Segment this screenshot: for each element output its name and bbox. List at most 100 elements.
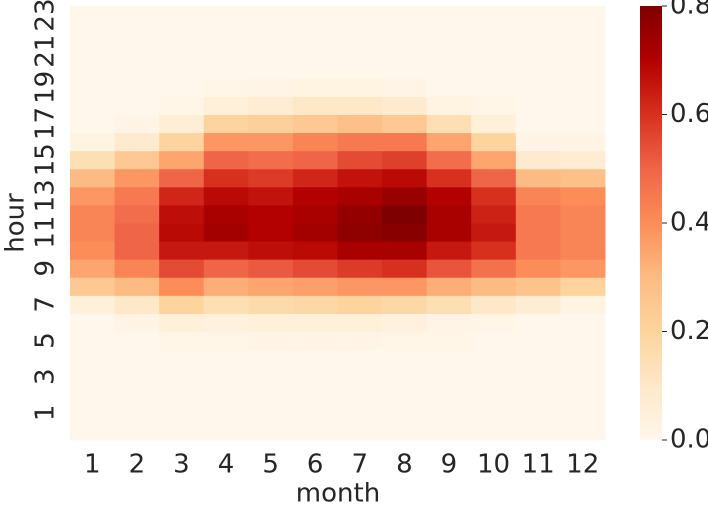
- heatmap-cell: [471, 42, 517, 61]
- heatmap-cell: [159, 42, 205, 61]
- y-tick-label: 17: [31, 107, 61, 140]
- heatmap-cell: [292, 223, 338, 242]
- heatmap-cell: [203, 295, 249, 314]
- x-tick-label: 4: [218, 450, 235, 480]
- heatmap-cell: [382, 277, 428, 296]
- heatmap-cell: [114, 6, 160, 25]
- heatmap-cell: [515, 367, 561, 387]
- colorbar-tick-label: 0.6: [670, 99, 708, 129]
- heatmap-cell: [114, 421, 160, 441]
- heatmap-cell: [248, 6, 294, 25]
- heatmap-cell: [114, 313, 160, 332]
- heatmap-cell: [203, 132, 249, 152]
- heatmap-cell: [382, 331, 428, 351]
- heatmap-cell: [560, 6, 606, 25]
- heatmap-cell: [426, 42, 472, 61]
- heatmap-cell: [515, 295, 561, 314]
- heatmap-cell: [292, 403, 338, 423]
- heatmap-cell: [70, 150, 116, 170]
- heatmap-cell: [248, 96, 294, 115]
- heatmap-cell: [337, 331, 383, 351]
- heatmap-cell: [426, 204, 472, 224]
- heatmap-cell: [382, 186, 428, 206]
- heatmap-cell: [70, 24, 116, 43]
- y-tick-label: 21: [31, 35, 61, 68]
- heatmap-cell: [426, 277, 472, 296]
- heatmap-cell: [471, 204, 517, 224]
- heatmap-cell: [292, 277, 338, 296]
- heatmap-cell: [248, 223, 294, 242]
- heatmap-cell: [203, 331, 249, 351]
- heatmap-cell: [114, 295, 160, 314]
- heatmap-cell: [560, 24, 606, 43]
- heatmap-cell: [382, 204, 428, 224]
- heatmap-cell: [70, 277, 116, 296]
- heatmap-cell: [248, 241, 294, 260]
- heatmap-cell: [426, 241, 472, 260]
- heatmap-cell: [560, 132, 606, 152]
- heatmap-cell: [159, 132, 205, 152]
- heatmap-cell: [515, 259, 561, 278]
- heatmap-cell: [159, 114, 205, 134]
- heatmap-cell: [471, 223, 517, 242]
- heatmap-cell: [382, 295, 428, 314]
- heatmap-cell: [515, 132, 561, 152]
- heatmap-cell: [471, 114, 517, 134]
- heatmap-cell: [248, 313, 294, 332]
- heatmap-cell: [159, 349, 205, 369]
- heatmap-cell: [114, 96, 160, 115]
- heatmap-cell: [114, 385, 160, 405]
- colorbar-tick-label: 0.2: [670, 316, 708, 346]
- heatmap-cell: [382, 349, 428, 369]
- x-axis-label: month: [296, 479, 380, 506]
- heatmap-cell: [337, 6, 383, 25]
- heatmap-cell: [70, 367, 116, 387]
- heatmap-cell: [426, 150, 472, 170]
- heatmap-cell: [337, 186, 383, 206]
- heatmap-cell: [426, 78, 472, 97]
- heatmap-cell: [203, 204, 249, 224]
- heatmap-cell: [515, 385, 561, 405]
- heatmap-cell: [159, 241, 205, 260]
- heatmap-cell: [426, 132, 472, 152]
- y-tick-label: 15: [31, 143, 61, 176]
- heatmap-cell: [471, 132, 517, 152]
- heatmap-cell: [560, 349, 606, 369]
- x-tick-label: 10: [477, 450, 510, 480]
- heatmap-cell: [70, 204, 116, 224]
- heatmap-cell: [114, 223, 160, 242]
- x-tick-label: 3: [173, 450, 190, 480]
- heatmap-cell: [248, 331, 294, 351]
- heatmap-cell: [560, 42, 606, 61]
- heatmap-cell: [560, 60, 606, 79]
- heatmap-cell: [292, 60, 338, 79]
- heatmap-cell: [382, 96, 428, 115]
- heatmap-cell: [515, 150, 561, 170]
- heatmap-cell: [471, 96, 517, 115]
- heatmap-cell: [337, 385, 383, 405]
- heatmap-cell: [515, 114, 561, 134]
- heatmap-cell: [560, 385, 606, 405]
- heatmap-cell: [114, 367, 160, 387]
- heatmap-cell: [337, 24, 383, 43]
- heatmap-cell: [337, 259, 383, 278]
- heatmap-cell: [382, 6, 428, 25]
- heatmap-cell: [426, 349, 472, 369]
- heatmap-cell: [292, 421, 338, 441]
- heatmap-cell: [70, 223, 116, 242]
- heatmap-cell: [515, 60, 561, 79]
- heatmap-cell: [515, 78, 561, 97]
- heatmap-cell: [471, 168, 517, 188]
- heatmap-cell: [471, 150, 517, 170]
- heatmap-cell: [248, 295, 294, 314]
- heatmap-cell: [382, 259, 428, 278]
- heatmap-cell: [471, 367, 517, 387]
- heatmap-cell: [70, 6, 116, 25]
- heatmap-cell: [159, 186, 205, 206]
- heatmap-cell: [248, 78, 294, 97]
- heatmap-cell: [560, 421, 606, 441]
- heatmap-cell: [70, 114, 116, 134]
- heatmap-cell: [382, 60, 428, 79]
- heatmap-cell: [292, 313, 338, 332]
- y-tick-label: 19: [31, 71, 61, 104]
